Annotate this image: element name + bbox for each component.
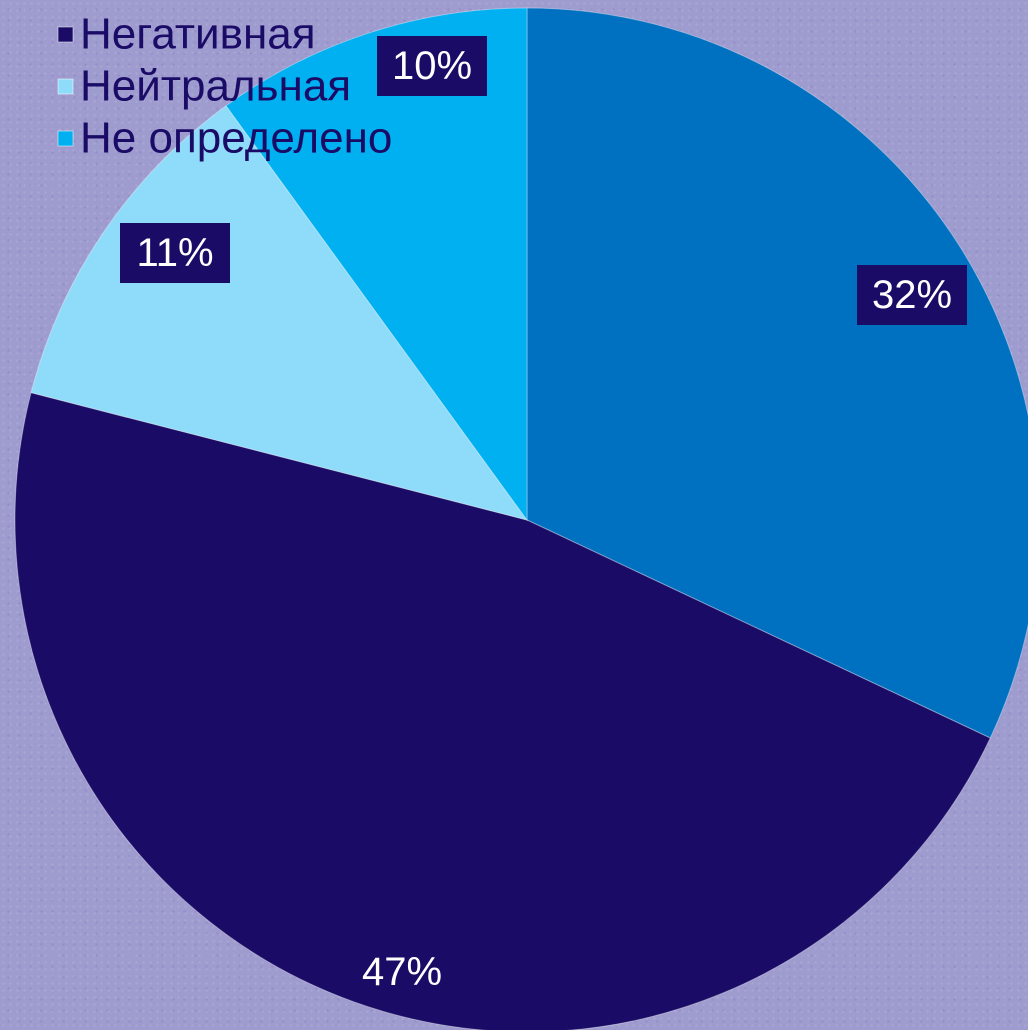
data-label-1: 32% bbox=[857, 265, 967, 325]
data-label-text: 10% bbox=[392, 44, 472, 88]
data-label-text: 11% bbox=[136, 231, 213, 275]
data-label-3: 11% bbox=[120, 223, 230, 283]
legend-swatch-icon bbox=[57, 78, 74, 95]
legend-swatch-icon bbox=[57, 26, 74, 43]
legend-entry-3: Не определено bbox=[57, 114, 392, 163]
pie-slice-3 bbox=[30, 105, 529, 521]
legend-entry-2: Нейтральная bbox=[57, 62, 351, 111]
pie-slice-4 bbox=[225, 7, 528, 522]
data-label-text: 32% bbox=[872, 273, 952, 317]
data-label-box bbox=[857, 265, 967, 325]
pie-slice-1 bbox=[526, 7, 1028, 739]
data-label-box bbox=[120, 223, 230, 283]
data-label-4: 10% bbox=[377, 36, 487, 96]
data-label-box bbox=[377, 36, 487, 96]
legend-entry-1: Негативная bbox=[57, 10, 316, 59]
data-label-2: 47% bbox=[362, 950, 442, 994]
data-labels: 32% 47% 11% 10% bbox=[120, 36, 967, 994]
pie-slices bbox=[14, 7, 1028, 1030]
data-label-text: 47% bbox=[362, 950, 442, 994]
legend-label: Негативная bbox=[80, 10, 316, 59]
legend-label: Не определено bbox=[80, 114, 392, 163]
legend-label: Нейтральная bbox=[80, 62, 351, 111]
pie-slice-2 bbox=[14, 392, 991, 1030]
legend-swatch-icon bbox=[57, 130, 74, 147]
